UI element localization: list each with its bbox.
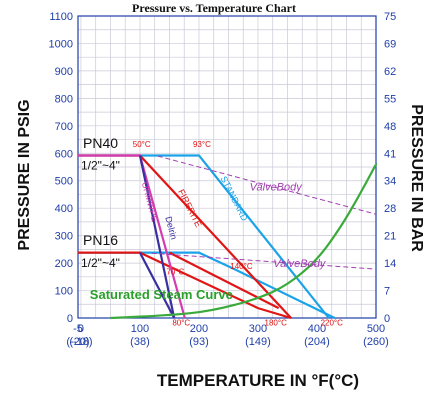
temp-annotation: 50°C bbox=[133, 140, 151, 149]
temp-annotation: 140°C bbox=[230, 262, 253, 271]
series-label: UHMWPE bbox=[140, 181, 160, 223]
pressure-class-name: PN16 bbox=[83, 232, 118, 248]
y-tick-label-psig: 500 bbox=[55, 176, 73, 188]
valve-body-label: ValveBody bbox=[250, 181, 304, 193]
x-tick-label-f: 300 bbox=[249, 323, 267, 335]
x-tick-label-f: 400 bbox=[308, 323, 326, 335]
chart-title: Pressure vs. Temperature Chart bbox=[132, 1, 296, 15]
x-tick-label-c: (38) bbox=[130, 336, 150, 348]
x-ticks: -5(-20)0(-18)100(38)200(93)300(149)400(2… bbox=[66, 323, 388, 348]
pressure-classes: PN40 1/2"~4" PN16 1/2"~4" bbox=[81, 135, 120, 270]
y-tick-label-psig: 1000 bbox=[49, 38, 73, 50]
series-line bbox=[138, 252, 176, 319]
y-tick-label-psig: 300 bbox=[55, 231, 73, 243]
y-axis-label-left: PRESSURE IN PSIG bbox=[16, 99, 33, 250]
x-tick-label-f: 500 bbox=[367, 323, 385, 335]
series-line bbox=[110, 163, 377, 320]
y-tick-label-bar: 34 bbox=[384, 176, 396, 188]
series-line bbox=[157, 155, 377, 215]
plot-frame bbox=[77, 15, 377, 319]
y-ticks-left: 0 100 200 300 400 500 600 700 800 900 1000 1100 bbox=[49, 11, 73, 325]
y-tick-label-psig: 0 bbox=[67, 313, 73, 325]
y-ticks-right: 0 7 14 21 28 34 41 48 55 62 69 75 bbox=[384, 11, 396, 325]
series-label: Delrin bbox=[163, 215, 179, 240]
y-axis-label-right: PRESSURE IN BAR bbox=[408, 104, 425, 252]
x-tick-label-f: -5 bbox=[73, 323, 83, 335]
y-tick-label-psig: 100 bbox=[55, 286, 73, 298]
series-line bbox=[78, 154, 186, 319]
temp-annotation: 220°C bbox=[321, 319, 344, 328]
y-tick-label-bar: 28 bbox=[384, 203, 396, 215]
y-tick-label-psig: 700 bbox=[55, 121, 73, 133]
pressure-class-size: 1/2"~4" bbox=[81, 256, 120, 270]
temp-annotation: 70°C bbox=[166, 268, 184, 277]
y-tick-label-bar: 41 bbox=[384, 148, 396, 160]
y-tick-label-bar: 48 bbox=[384, 121, 396, 133]
y-tick-label-bar: 62 bbox=[384, 66, 396, 78]
x-tick-label-c: (-20) bbox=[66, 336, 89, 348]
y-tick-label-psig: 400 bbox=[55, 203, 73, 215]
series-label: STANDARD bbox=[219, 175, 250, 223]
y-tick-label-psig: 1100 bbox=[49, 11, 73, 23]
grid bbox=[78, 15, 377, 319]
y-tick-label-bar: 69 bbox=[384, 38, 396, 50]
valve-body-labels: ValveBody ValveBody bbox=[250, 181, 327, 270]
steam-curve-label: Saturated Steam Curve bbox=[90, 287, 233, 302]
x-axis-label: TEMPERATURE IN °F(°C) bbox=[157, 371, 359, 390]
temp-annotation: 93°C bbox=[193, 140, 211, 149]
temp-annotation: 180°C bbox=[265, 319, 288, 328]
x-tick-label-c: (204) bbox=[304, 336, 330, 348]
x-tick-label-f: 0 bbox=[78, 323, 84, 335]
valve-body-label: ValveBody bbox=[273, 258, 327, 270]
temp-annotation: 80°C bbox=[172, 319, 190, 328]
series-line bbox=[78, 251, 292, 320]
x-tick-label-c: (260) bbox=[363, 336, 389, 348]
x-tick-label-c: (-18) bbox=[69, 336, 92, 348]
y-tick-label-bar: 75 bbox=[384, 11, 396, 23]
y-tick-label-bar: 21 bbox=[384, 231, 396, 243]
y-tick-label-psig: 200 bbox=[55, 258, 73, 270]
x-tick-label-f: 200 bbox=[190, 323, 208, 335]
x-tick-label-c: (149) bbox=[245, 336, 271, 348]
pressure-class-name: PN40 bbox=[83, 135, 118, 151]
y-tick-label-bar: 14 bbox=[384, 258, 396, 270]
series-line bbox=[168, 251, 280, 310]
y-tick-label-bar: 7 bbox=[384, 286, 390, 298]
x-tick-label-c: (93) bbox=[189, 336, 209, 348]
pressure-class-size: 1/2"~4" bbox=[81, 159, 120, 173]
y-tick-label-psig: 800 bbox=[55, 93, 73, 105]
series-line bbox=[151, 252, 377, 270]
y-tick-label-bar: 0 bbox=[384, 313, 390, 325]
x-tick-label-f: 100 bbox=[131, 323, 149, 335]
y-tick-label-psig: 600 bbox=[55, 148, 73, 160]
series-lines bbox=[78, 154, 377, 320]
y-tick-label-psig: 900 bbox=[55, 66, 73, 78]
y-tick-label-bar: 55 bbox=[384, 93, 396, 105]
temp-annotations: 50°C 93°C 70°C 140°C 80°C 180°C 220°C bbox=[133, 140, 343, 327]
series-line bbox=[138, 155, 176, 319]
